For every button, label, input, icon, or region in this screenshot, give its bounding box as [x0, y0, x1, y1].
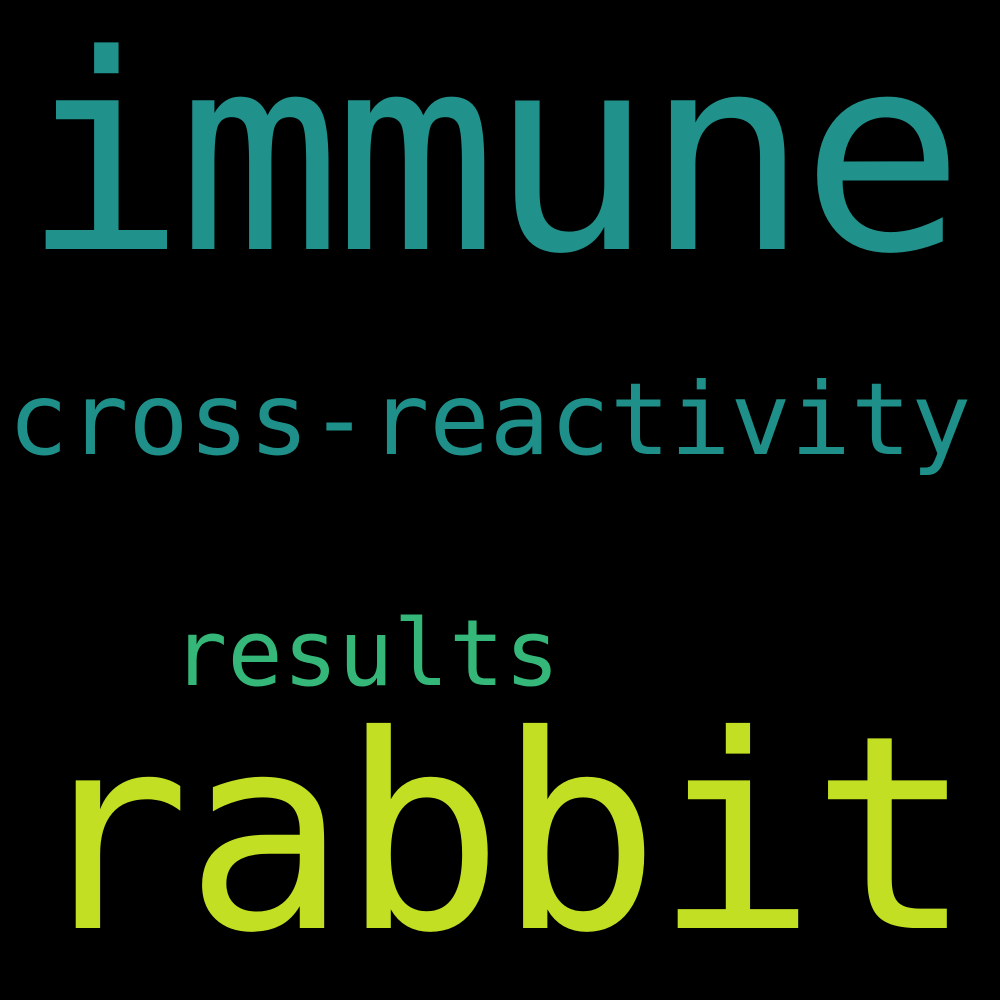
word-immune: immune — [22, 0, 965, 314]
word-cross-reactivity: cross-reactivity — [8, 361, 972, 478]
word-rabbit: rabbit — [28, 677, 973, 992]
word-results: results — [172, 600, 560, 707]
